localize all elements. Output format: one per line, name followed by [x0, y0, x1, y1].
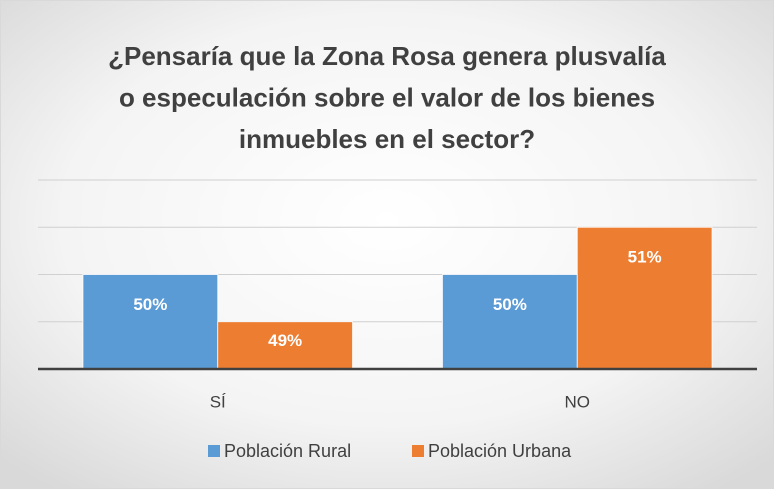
legend-swatch [208, 445, 220, 457]
bar [82, 274, 219, 370]
data-label: 51% [628, 248, 662, 267]
legend-label: Población Rural [224, 441, 351, 461]
legend-label: Población Urbana [428, 441, 572, 461]
data-label: 50% [133, 295, 167, 314]
chart-title: inmuebles en el sector? [239, 124, 535, 154]
data-label: 49% [268, 331, 302, 350]
data-label: 50% [493, 295, 527, 314]
x-tick-label: NO [565, 392, 591, 411]
bar [442, 274, 578, 370]
chart-title: ¿Pensaría que la Zona Rosa genera plusva… [108, 41, 666, 71]
bar [576, 226, 713, 370]
x-tick-label: SÍ [210, 392, 226, 411]
chart-title: o especulación sobre el valor de los bie… [119, 82, 655, 112]
legend-swatch [412, 445, 424, 457]
